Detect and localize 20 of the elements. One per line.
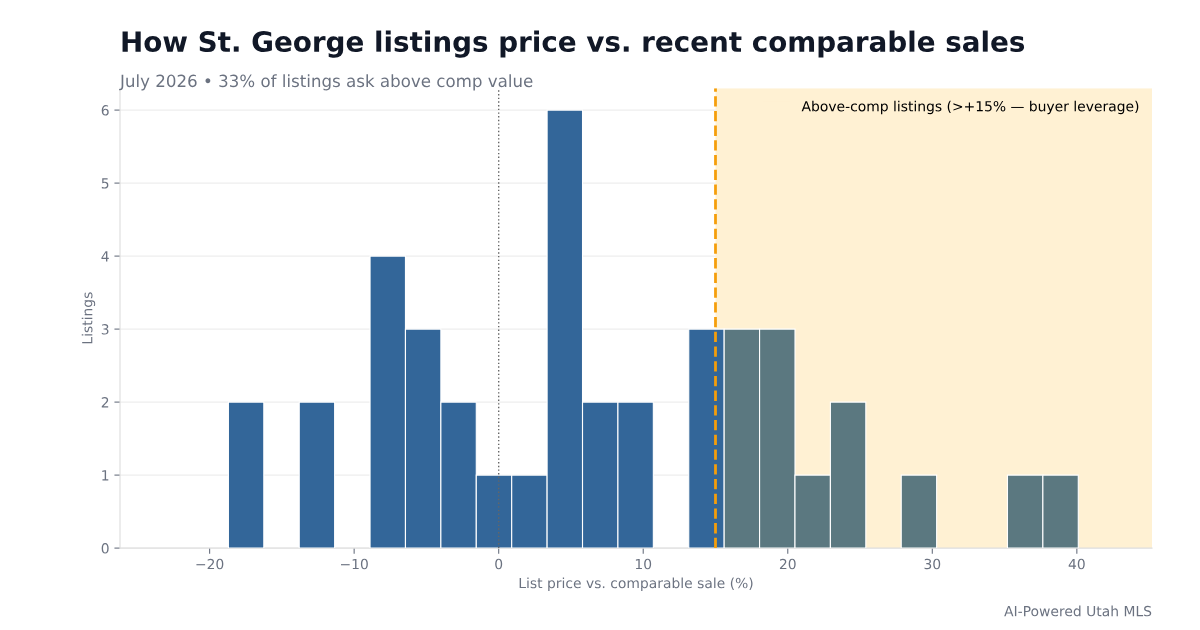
- y-tick-label: 3: [101, 324, 109, 335]
- y-tick-label: 4: [101, 251, 109, 262]
- x-tick-label: 40: [1068, 558, 1085, 570]
- y-tick-label: 1: [102, 470, 109, 481]
- band-label: Above-comp listings (>+15% — buyer leverage): [801, 100, 1139, 115]
- chart-title: How St. George listings price vs. recent comparable sales: [122, 30, 1025, 58]
- text: AI-Powered Utah MLS: [1004, 605, 1152, 617]
- y-tick-label: 2: [101, 397, 109, 408]
- chart-subtitle: July 2026 • 33% of listings ask above comp value: [119, 74, 533, 91]
- y-tick-label: 0: [101, 543, 109, 554]
- x-tick-label: 0: [495, 558, 503, 570]
- y-tick-label: 5: [101, 178, 109, 189]
- y-axis-title: Listings: [81, 292, 96, 344]
- x-tick-label: −10: [340, 558, 368, 570]
- x-axis-title: List price vs. comparable sale (%): [519, 577, 753, 591]
- y-tick-label: 6: [101, 105, 109, 116]
- x-tick-label: −20: [196, 558, 224, 570]
- x-tick-label: 30: [924, 558, 941, 570]
- x-tick-label: 10: [635, 558, 652, 570]
- x-tick-label: 20: [779, 558, 796, 570]
